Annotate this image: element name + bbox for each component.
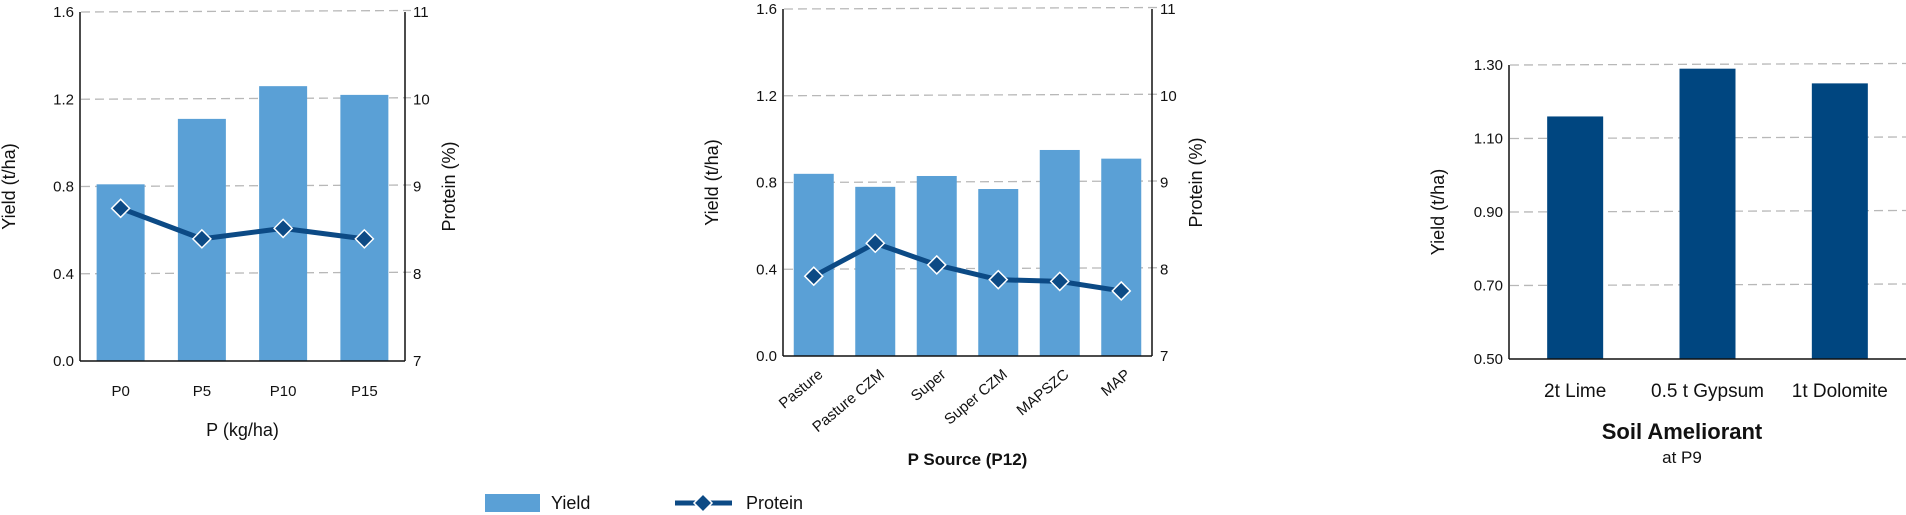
legend-protein-label: Protein	[746, 493, 803, 513]
protein-point-diamond	[988, 269, 1009, 290]
y-tick-label: 0.8	[53, 179, 74, 196]
legend-yield-swatch	[485, 494, 540, 512]
y2-tick-label: 7	[413, 353, 421, 370]
y2-axis-title: Protein (%)	[439, 141, 459, 231]
y-tick-label: 1.30	[1474, 57, 1503, 74]
y-tick-label: 0.4	[756, 261, 777, 278]
x-tick-label: P15	[351, 383, 378, 400]
x-tick-label: Pasture	[776, 366, 827, 412]
yield-bar	[1547, 116, 1604, 359]
y2-axis-title: Protein (%)	[1186, 137, 1206, 227]
y2-tick-label: 11	[1160, 1, 1176, 18]
x-axis-title: P (kg/ha)	[206, 420, 279, 440]
y-tick-label: 0.0	[53, 353, 74, 370]
y-axis-title: Yield (t/ha)	[1428, 169, 1448, 255]
x-tick-label: P0	[111, 383, 129, 400]
gridline	[783, 180, 1159, 184]
x-tick-label: 1t Dolomite	[1792, 381, 1888, 402]
x-tick-label: 0.5 t Gypsum	[1651, 381, 1764, 402]
y-tick-label: 1.2	[756, 88, 777, 105]
protein-point-diamond	[803, 266, 824, 287]
y-tick-label: 1.2	[53, 91, 74, 108]
protein-series-line	[812, 240, 1122, 294]
legend-yield-label: Yield	[551, 493, 590, 513]
x-tick-label: P10	[270, 383, 297, 400]
y-axis-title: Yield (t/ha)	[702, 139, 722, 225]
gridline	[1509, 62, 1906, 66]
y-tick-label: 0.90	[1474, 204, 1503, 221]
x-tick-label: MAP	[1098, 366, 1134, 400]
protein-point-diamond	[1049, 271, 1070, 292]
chart-p-rate: 0.0 0.4 0.8 1.2 1.6 7 8 9 10 11 P0 P5 P10 P15 Yield (t…	[0, 4, 459, 440]
y-tick-label: 1.6	[53, 4, 74, 21]
y-axis-title: Yield (t/ha)	[0, 143, 19, 229]
protein-point-diamond	[1111, 280, 1132, 301]
gridline	[783, 267, 1159, 270]
yield-bar	[340, 94, 389, 361]
y2-tick-label: 11	[413, 4, 429, 21]
yield-bar	[1101, 158, 1142, 356]
y-tick-label: 0.4	[53, 266, 74, 283]
gridline	[783, 93, 1159, 97]
protein-point-diamond	[926, 254, 947, 275]
legend: Yield Protein	[485, 492, 803, 514]
gridline	[783, 6, 1159, 10]
y-tick-label: 1.10	[1474, 131, 1503, 148]
y2-tick-label: 10	[1160, 88, 1177, 105]
gridline	[80, 9, 412, 13]
chart-subtitle: at P9	[1662, 448, 1702, 467]
protein-series-line	[119, 205, 365, 242]
chart-soil-ameliorant: 0.50 0.70 0.90 1.10 1.30 2t Lime 0.5 t Gypsum 1…	[1428, 57, 1906, 467]
y2-tick-label: 8	[1160, 261, 1168, 278]
y2-tick-label: 10	[413, 91, 430, 108]
y-tick-label: 0.70	[1474, 278, 1503, 295]
x-tick-label: Super	[908, 366, 950, 405]
legend-protein-diamond-icon	[692, 492, 714, 514]
yield-bar	[1811, 83, 1868, 359]
y-tick-label: 1.6	[756, 1, 777, 18]
yield-bar	[855, 186, 896, 356]
x-tick-label: P5	[193, 383, 211, 400]
x-tick-label: MAPSZC	[1014, 366, 1073, 419]
protein-point-diamond	[191, 228, 212, 249]
y-tick-label: 0.50	[1474, 351, 1503, 368]
protein-point-diamond	[865, 233, 886, 254]
yield-bar	[793, 173, 834, 356]
y2-tick-label: 8	[413, 266, 421, 283]
y-tick-label: 0.8	[756, 175, 777, 192]
protein-point-diamond	[110, 198, 131, 219]
x-tick-label: Super CZM	[941, 366, 1011, 428]
x-axis-title: P Source (P12)	[908, 450, 1028, 469]
yield-bar	[1039, 149, 1080, 356]
y-tick-label: 0.0	[756, 348, 777, 365]
yield-bar	[1679, 68, 1736, 360]
protein-point-diamond	[273, 218, 294, 239]
y2-tick-label: 9	[1160, 175, 1168, 192]
chart-title: Soil Ameliorant	[1602, 419, 1763, 444]
x-tick-label: 2t Lime	[1544, 381, 1606, 402]
y2-tick-label: 9	[413, 179, 421, 196]
protein-point-diamond	[354, 228, 375, 249]
y2-tick-label: 7	[1160, 348, 1168, 365]
